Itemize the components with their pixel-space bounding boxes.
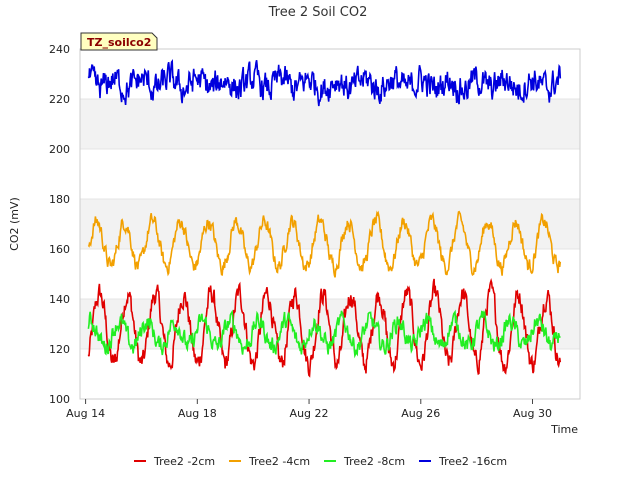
chart-title: Tree 2 Soil CO2	[268, 5, 368, 20]
y-tick-label: 160	[49, 243, 70, 256]
badge-box	[80, 32, 158, 51]
legend: Tree2 -2cm Tree2 -4cm Tree2 -8cm Tree2 -16c…	[134, 455, 507, 468]
background-bands	[80, 99, 580, 349]
legend-label-3: Tree2 -16cm	[438, 455, 507, 468]
legend-label-0: Tree2 -2cm	[153, 455, 215, 468]
legend-label-1: Tree2 -4cm	[248, 455, 310, 468]
x-tick-label: Aug 26	[401, 407, 440, 420]
y-tick-label: 140	[49, 293, 70, 306]
series-line-1	[87, 210, 562, 278]
badge: TZ_soilco2	[80, 32, 158, 51]
plot-frame	[79, 48, 581, 400]
series-line-0	[87, 277, 562, 378]
series-line-2	[87, 309, 561, 359]
y-tick-label: 220	[49, 93, 70, 106]
x-axis-label: Time	[550, 423, 578, 436]
y-tick-label: 120	[49, 343, 70, 356]
x-tick-label: Aug 18	[178, 407, 217, 420]
legend-label-2: Tree2 -8cm	[343, 455, 405, 468]
y-axis-label: CO2 (mV)	[8, 197, 21, 251]
x-tick-label: Aug 14	[66, 407, 105, 420]
y-axis-ticks: 100 120 140 160 180 200 220 240	[49, 43, 70, 406]
x-tick-label: Aug 30	[513, 407, 552, 420]
y-tick-label: 100	[49, 393, 70, 406]
y-tick-label: 180	[49, 193, 70, 206]
series-line-3	[87, 59, 562, 107]
badge-label: TZ_soilco2	[87, 36, 151, 49]
band-2	[80, 99, 580, 149]
y-tick-label: 240	[49, 43, 70, 56]
series-lines	[87, 59, 562, 378]
x-tick-label: Aug 22	[290, 407, 329, 420]
x-axis-ticks: Aug 14 Aug 18 Aug 22 Aug 26 Aug 30	[66, 399, 552, 420]
band-1	[80, 199, 580, 249]
y-tick-label: 200	[49, 143, 70, 156]
